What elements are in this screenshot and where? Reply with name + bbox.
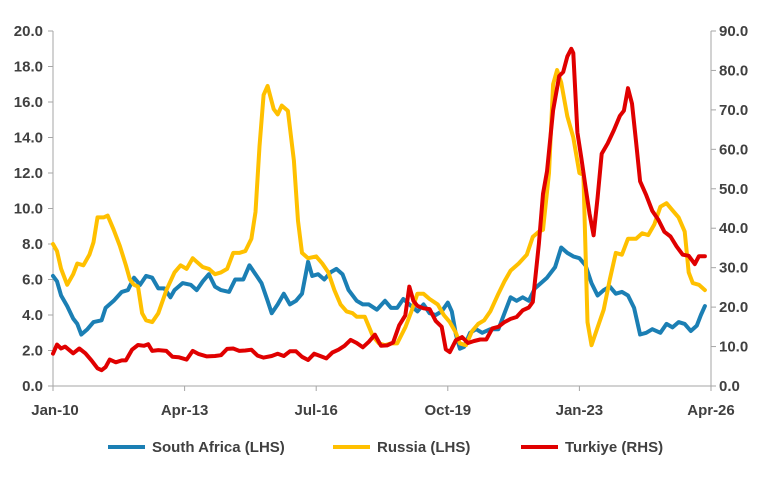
y-right-tick-label: 40.0: [719, 220, 748, 237]
y-right-tick-label: 30.0: [719, 260, 748, 277]
y-left-tick-label: 18.0: [14, 59, 43, 76]
y-right-tick-label: 80.0: [719, 62, 748, 79]
y-left-tick-label: 0.0: [22, 378, 43, 395]
x-tick-label: Jan-10: [31, 402, 79, 419]
y-left-tick-label: 12.0: [14, 165, 43, 182]
series-line-russia: [51, 68, 707, 348]
x-tick-label: Jul-16: [295, 402, 338, 419]
x-tick-label: Oct-19: [424, 402, 471, 419]
y-left-tick-label: 14.0: [14, 130, 43, 147]
y-right-tick-label: 50.0: [719, 181, 748, 198]
x-tick-label: Jan-23: [556, 402, 604, 419]
y-right-tick-label: 70.0: [719, 102, 748, 119]
y-right-tick-label: 90.0: [719, 23, 748, 40]
y-right-tick-label: 10.0: [719, 339, 748, 356]
y-left-tick-label: 4.0: [22, 307, 43, 324]
x-tick-label: Apr-13: [161, 402, 209, 419]
legend-label-south-africa: South Africa (LHS): [152, 439, 285, 456]
y-left-tick-label: 10.0: [14, 201, 43, 218]
y-left-tick-label: 20.0: [14, 23, 43, 40]
legend-label-russia: Russia (LHS): [377, 439, 470, 456]
y-left-tick-label: 8.0: [22, 236, 43, 253]
y-right-tick-label: 60.0: [719, 141, 748, 158]
y-left-tick-label: 2.0: [22, 343, 43, 360]
y-left-tick-label: 6.0: [22, 272, 43, 289]
y-left-tick-label: 16.0: [14, 94, 43, 111]
y-right-tick-label: 20.0: [719, 299, 748, 316]
series-line-turkiye: [51, 46, 707, 373]
series-line-south-africa: [51, 245, 707, 351]
x-tick-label: Apr-26: [687, 402, 735, 419]
y-right-tick-label: 0.0: [719, 378, 740, 395]
legend-label-turkiye: Turkiye (RHS): [565, 439, 663, 456]
